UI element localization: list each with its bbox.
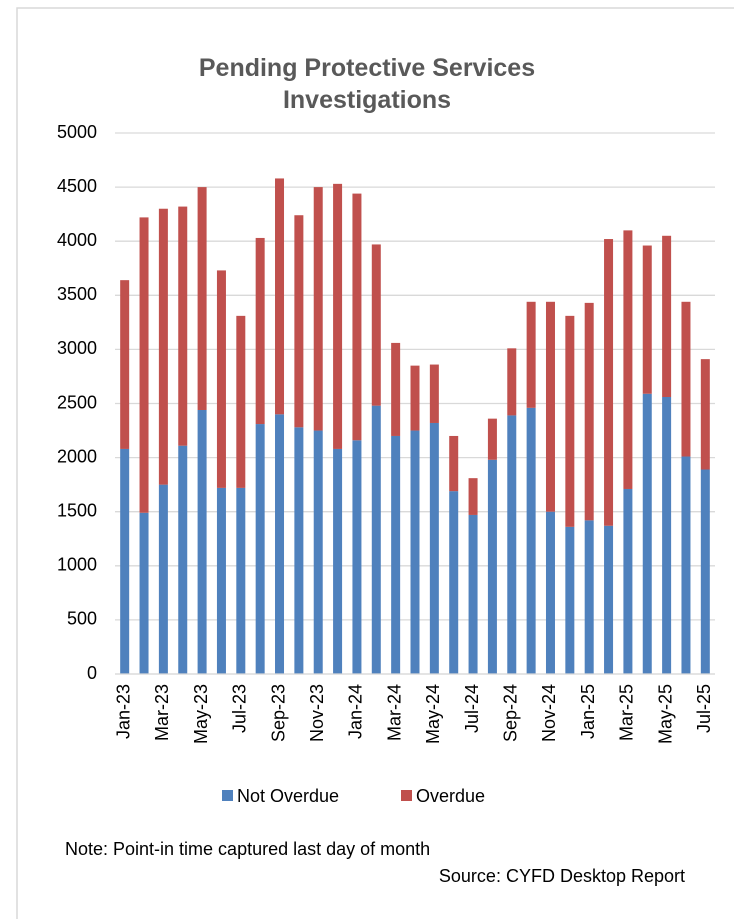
bar-segment (565, 315, 575, 527)
bar-segment (449, 435, 459, 492)
bar-segment (449, 491, 459, 674)
bar-segment (294, 427, 304, 674)
bar-segment (623, 488, 633, 674)
y-tick-label: 3000 (57, 338, 97, 358)
bar-segment (429, 364, 439, 423)
bar-segment (294, 215, 304, 428)
bar-segment (333, 448, 343, 674)
bar-segment (275, 414, 285, 674)
legend-label: Not Overdue (237, 786, 339, 806)
bar-segment (487, 418, 497, 460)
bar-segment (216, 487, 226, 674)
bar-segment (216, 270, 226, 488)
bar-segment (120, 280, 130, 449)
bar-segment (371, 405, 381, 674)
bar-segment (584, 302, 594, 521)
bar-segment (120, 448, 130, 674)
x-tick-label: Sep-23 (268, 684, 288, 742)
x-tick-label: Jan-25 (578, 684, 598, 739)
bar-segment (526, 301, 536, 408)
y-tick-label: 4500 (57, 176, 97, 196)
bar-segment (352, 440, 362, 674)
bar-segment (391, 435, 401, 674)
bar-segment (255, 424, 265, 674)
bar-segment (662, 397, 672, 674)
y-tick-label: 1000 (57, 555, 97, 575)
legend-swatch (222, 790, 233, 801)
bar-segment (662, 235, 672, 398)
bar-segment (623, 230, 633, 489)
bar-segment (158, 208, 168, 485)
bar-segment (410, 365, 420, 431)
x-tick-label: Nov-23 (307, 684, 327, 742)
bar-segment (526, 407, 536, 674)
x-tick-label: May-24 (423, 684, 443, 744)
bar-segment (139, 512, 149, 674)
bar-segment (545, 511, 555, 674)
bar-segment (178, 445, 188, 674)
y-tick-label: 2000 (57, 446, 97, 466)
bar-segment (275, 178, 285, 415)
bar-segment (429, 422, 439, 674)
bar-segment (681, 301, 691, 457)
x-tick-label: Jan-24 (346, 684, 366, 739)
bar-segment (468, 478, 478, 515)
y-tick-label: 3500 (57, 284, 97, 304)
legend-label: Overdue (416, 786, 485, 806)
bar-segment (604, 239, 614, 526)
bar-segment (507, 348, 517, 416)
bar-segment (604, 525, 614, 674)
y-tick-label: 4000 (57, 230, 97, 250)
x-tick-label: Mar-25 (617, 684, 637, 741)
bar-segment (681, 456, 691, 674)
bar-segment (139, 217, 149, 513)
x-tick-label: Jan-23 (113, 684, 133, 739)
bar-segment (700, 359, 710, 470)
bar-segment (313, 187, 323, 431)
x-tick-label: Jul-25 (694, 684, 714, 733)
legend-swatch (401, 790, 412, 801)
x-tick-label: Jul-23 (230, 684, 250, 733)
x-tick-label: Mar-23 (152, 684, 172, 741)
bar-segment (255, 237, 265, 425)
y-tick-label: 1500 (57, 500, 97, 520)
bar-segment (333, 183, 343, 449)
bar-segment (352, 193, 362, 441)
x-tick-label: Sep-24 (501, 684, 521, 742)
chart-border (16, 7, 734, 919)
x-tick-label: Nov-24 (539, 684, 559, 742)
bar-segment (158, 484, 168, 674)
bar-segment (584, 520, 594, 674)
bar-segment (507, 415, 517, 674)
x-tick-label: Mar-24 (384, 684, 404, 741)
bar-segment (197, 409, 207, 674)
bar-segment (391, 342, 401, 436)
x-tick-label: May-25 (655, 684, 675, 744)
x-tick-label: Jul-24 (462, 684, 482, 733)
bar-segment (236, 487, 246, 674)
bar-segment (565, 526, 575, 674)
y-tick-label: 0 (87, 663, 97, 683)
source: Source: CYFD Desktop Report (439, 866, 685, 886)
bar-segment (487, 459, 497, 674)
bar-segment (468, 514, 478, 674)
bar-segment (371, 244, 381, 406)
bar-segment (236, 315, 246, 488)
bar-segment (545, 301, 555, 512)
bar-segment (410, 430, 420, 674)
y-tick-label: 2500 (57, 392, 97, 412)
bar-segment (313, 430, 323, 674)
bar-segment (642, 393, 652, 674)
x-tick-label: May-23 (191, 684, 211, 744)
y-tick-label: 5000 (57, 122, 97, 142)
y-tick-label: 500 (67, 609, 97, 629)
note: Note: Point-in time captured last day of… (65, 839, 430, 859)
bar-segment (178, 206, 188, 446)
bar-segment (642, 245, 652, 394)
bar-segment (197, 187, 207, 410)
bar-segment (700, 469, 710, 674)
chart-title: Pending Protective Services Investigatio… (198, 54, 536, 114)
